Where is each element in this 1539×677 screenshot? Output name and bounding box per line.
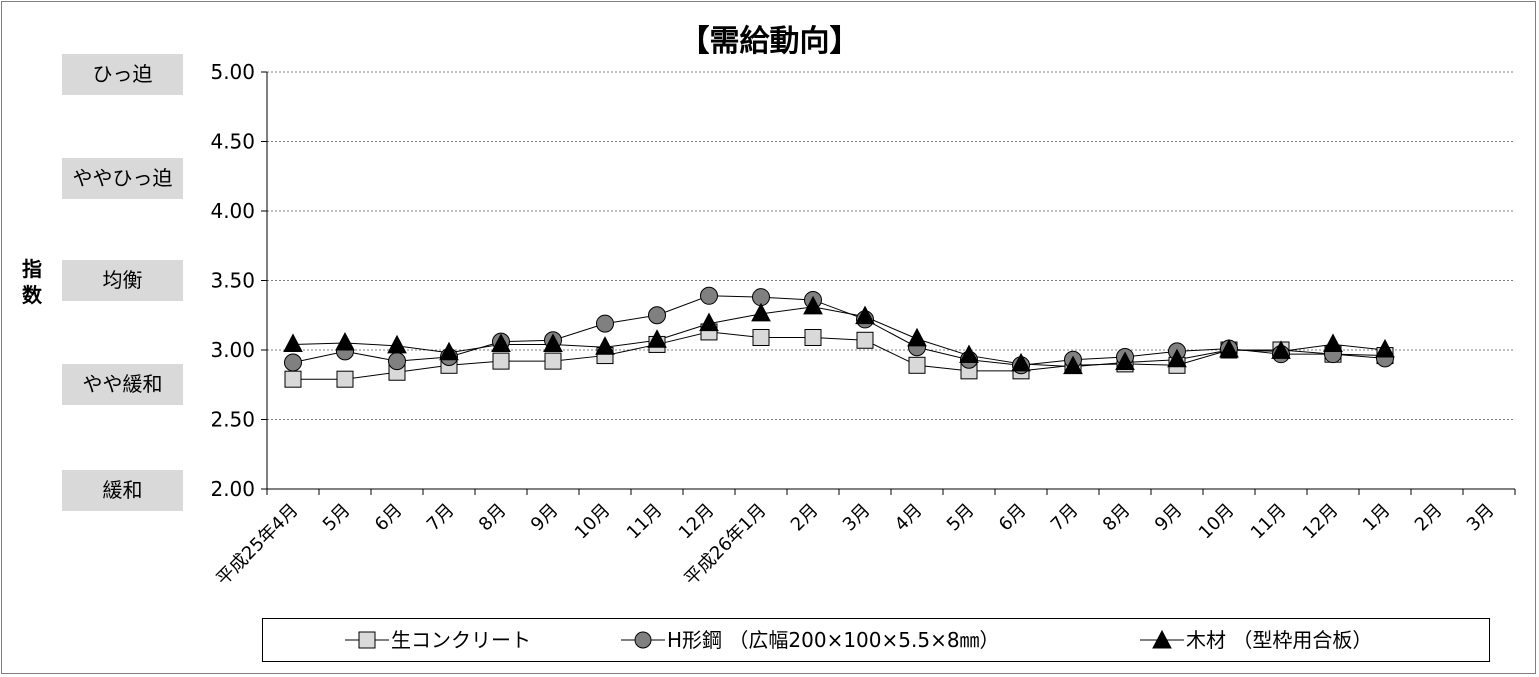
data-point-triangle [335,331,355,351]
x-tick-label: 3月 [839,500,875,536]
y-tick-label: 4.50 [210,130,255,154]
y-tick-label: 3.50 [210,269,255,293]
band-label-tight: ひっ迫 [62,54,183,95]
x-tick-label: 12月 [1299,500,1343,544]
y-axis-label-char: 数 [22,283,42,307]
data-point-square [336,370,354,388]
data-point-triangle [647,329,667,348]
x-tick-label: 平成25年4月 [212,500,302,590]
data-point-triangle [1375,338,1395,358]
data-point-triangle [1063,355,1083,375]
data-point-triangle [387,334,407,354]
data-point-square [856,331,874,349]
x-tick-label: 8月 [1099,500,1135,536]
band-label-slightly-loose: やや緩和 [62,364,183,405]
data-point-triangle [699,312,719,332]
x-tick-label: 3月 [1463,500,1499,536]
data-point-triangle [1115,351,1135,371]
data-point-circle [388,352,406,371]
x-tick-label: 6月 [371,500,407,536]
x-tick-label: 8月 [475,500,511,536]
circle-marker-icon [621,631,665,649]
data-point-square [284,370,302,388]
data-point-circle [284,353,302,372]
y-tick-label: 2.50 [210,408,255,432]
y-tick-label: 4.00 [210,199,255,223]
data-point-triangle [959,344,979,364]
data-point-square [492,352,510,370]
x-tick-label: 12月 [675,500,719,544]
data-point-triangle [1323,333,1343,352]
data-point-triangle [283,333,303,352]
legend-label: 生コンクリート [391,628,531,652]
x-tick-label: 1月 [1359,500,1395,536]
data-point-circle [648,306,666,325]
data-point-circle [700,286,718,305]
data-point-square [752,328,770,346]
data-point-triangle [439,341,459,361]
band-label-loose: 緩和 [62,470,183,511]
data-point-triangle [1167,348,1187,368]
data-point-triangle [595,336,615,355]
x-tick-label: 9月 [1151,500,1187,536]
x-tick-label: 5月 [319,500,355,536]
legend-label: H形鋼 （広幅200×100×5.5×8㎜） [667,628,1000,652]
chart-legend: 生コンクリート H形鋼 （広幅200×100×5.5×8㎜） 木材 （型枠用合板… [262,618,1490,662]
data-point-triangle [543,333,563,352]
triangle-marker-icon [1140,629,1184,649]
data-point-triangle [855,305,875,325]
data-point-triangle [907,327,927,347]
data-point-square [544,352,562,370]
y-axis-label: 指 数 [20,256,44,308]
data-point-triangle [803,295,823,315]
x-tick-label: 10月 [1195,500,1239,544]
band-label-balanced: 均衡 [62,260,183,301]
data-point-square [804,328,822,346]
y-tick-label: 2.00 [210,477,255,501]
x-tick-label: 5月 [943,500,979,536]
band-label-slightly-tight: ややひっ迫 [62,158,183,199]
x-tick-label: 4月 [891,500,927,536]
y-axis-label-char: 指 [22,257,42,281]
x-tick-label: 7月 [423,500,459,536]
y-tick-label: 3.00 [210,338,255,362]
square-marker-icon [345,631,389,649]
x-tick-label: 9月 [527,500,563,536]
y-tick-label: 5.00 [210,60,255,84]
legend-label: 木材 （型枠用合板） [1186,628,1373,652]
x-tick-label: 2月 [787,500,823,536]
data-point-square [908,356,926,374]
data-point-circle [596,314,614,333]
series-line-3 [292,306,1386,368]
data-point-triangle [751,302,771,322]
series-line-1 [293,331,1386,380]
data-point-triangle [1271,340,1291,359]
x-tick-label: 2月 [1411,500,1447,536]
x-tick-label: 11月 [1247,500,1291,544]
x-tick-label: 7月 [1047,500,1083,536]
x-tick-label: 6月 [995,500,1031,536]
x-tick-label: 10月 [571,500,615,544]
series-line-2 [292,295,1386,366]
data-point-triangle [491,333,511,352]
data-point-triangle [1011,352,1031,372]
chart-title: 【需給動向】 [679,24,860,59]
data-point-triangle [1219,338,1239,358]
x-tick-label: 11月 [623,500,667,544]
